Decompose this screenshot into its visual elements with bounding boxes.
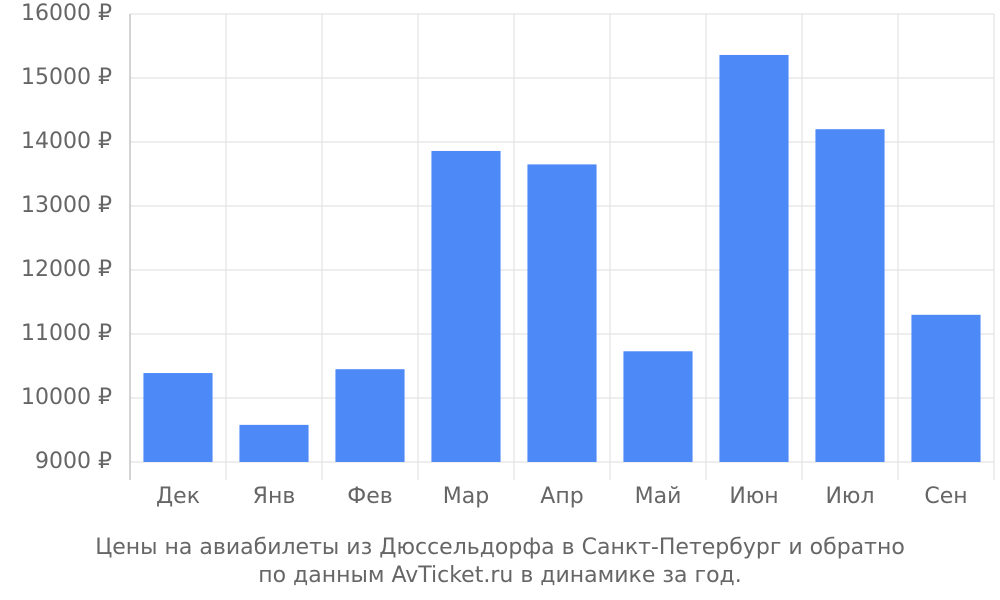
bar [431,150,501,462]
y-tick-label: 15000 ₽ [21,65,112,90]
x-tick-label: Май [635,484,682,509]
y-tick-label: 13000 ₽ [21,193,112,218]
bar [911,314,981,462]
y-tick-label: 11000 ₽ [21,321,112,346]
y-tick-label: 9000 ₽ [35,449,112,474]
bar [815,129,885,462]
bar [527,164,597,462]
bar [143,373,213,462]
bar [719,54,789,463]
y-tick-label: 10000 ₽ [21,385,112,410]
caption-line: по данным AvTicket.ru в динамике за год. [258,563,742,588]
x-tick-label: Дек [156,484,200,509]
y-tick-label: 14000 ₽ [21,129,112,154]
y-tick-label: 16000 ₽ [21,1,112,26]
x-tick-label: Июн [729,484,778,509]
x-tick-label: Фев [347,484,392,509]
y-tick-label: 12000 ₽ [21,257,112,282]
x-tick-label: Мар [443,484,489,509]
x-tick-label: Апр [540,484,583,509]
x-tick-label: Июл [825,484,874,509]
x-tick-label: Сен [924,484,967,509]
bar [335,369,405,462]
x-tick-label: Янв [253,484,296,509]
bar [239,424,309,462]
caption-line: Цены на авиабилеты из Дюссельдорфа в Сан… [95,535,905,560]
bar [623,351,693,462]
